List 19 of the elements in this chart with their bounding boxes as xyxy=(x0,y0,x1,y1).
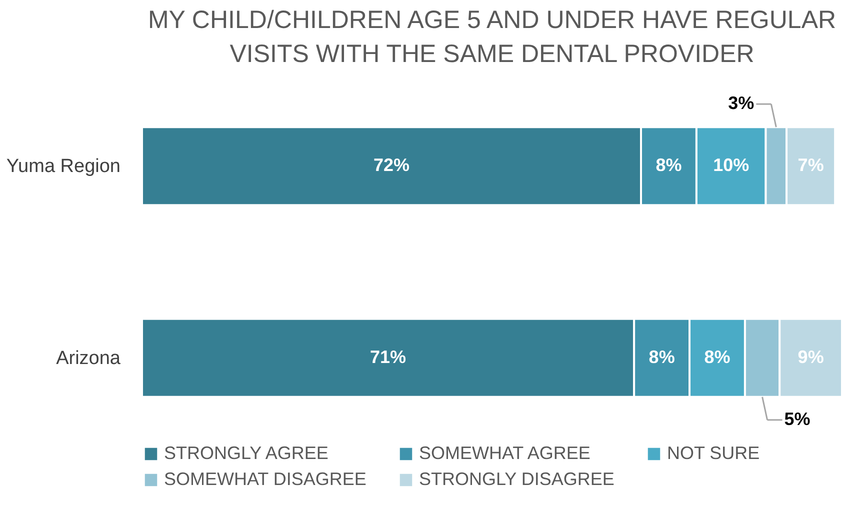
data-label: 9% xyxy=(798,346,824,367)
data-label: 8% xyxy=(656,155,682,176)
data-label: 3% xyxy=(728,93,754,114)
data-label: 8% xyxy=(648,346,675,367)
text: MY CHILD/CHILDREN AGE 5 AND UNDER HAVE REGULAR xyxy=(148,6,836,34)
data-label: 10% xyxy=(713,155,750,176)
legend-label: SOMEWHAT DISAGREE xyxy=(164,469,366,489)
legend-label: SOMEWHAT AGREE xyxy=(419,443,590,463)
data-label: 7% xyxy=(798,155,824,176)
legend-label: STRONGLY DISAGREE xyxy=(419,469,614,489)
data-label: 72% xyxy=(373,155,410,176)
data-label: 71% xyxy=(370,346,406,367)
y-tick-label: Yuma Region xyxy=(6,156,120,178)
data-label: 5% xyxy=(784,408,810,429)
legend-label: NOT SURE xyxy=(667,443,760,463)
legend-label: STRONGLY AGREE xyxy=(164,443,328,463)
text: VISITS WITH THE SAME DENTAL PROVIDER xyxy=(230,40,754,68)
y-tick-label: Arizona xyxy=(56,348,121,369)
data-label: 8% xyxy=(704,346,730,367)
